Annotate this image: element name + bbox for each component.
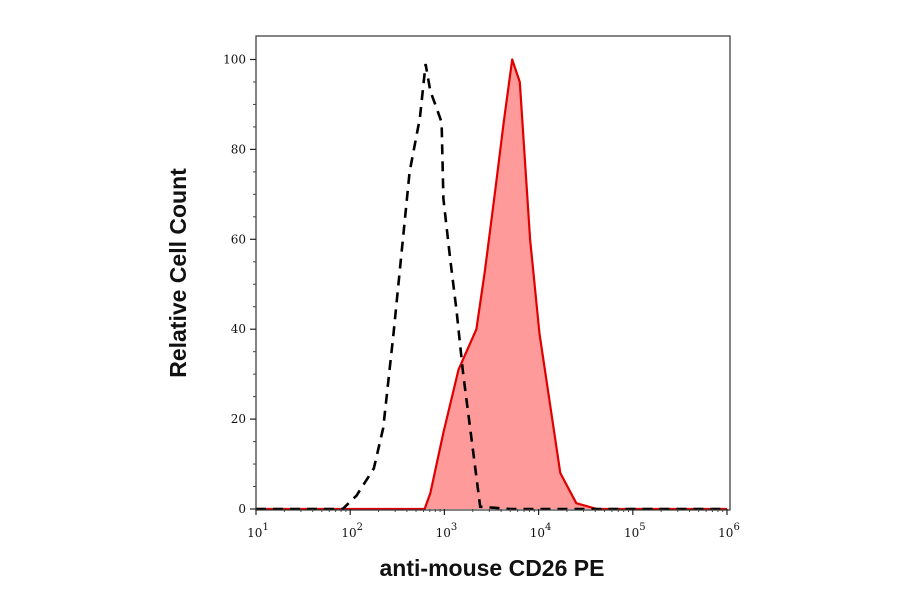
x-tick-base: 10 (341, 526, 356, 540)
x-tick-base: 10 (718, 526, 733, 540)
x-tick-label: 101 (247, 522, 269, 540)
y-axis: 0 20 40 60 80 100 (223, 53, 256, 516)
x-tick-label: 105 (624, 522, 646, 540)
x-axis: 101 102 103 104 105 106 (247, 509, 740, 540)
series-1-line (256, 58, 727, 511)
y-axis-label: Relative Cell Count (165, 168, 191, 378)
x-tick-exponent: 3 (451, 522, 457, 533)
series-1-area (256, 59, 727, 509)
x-tick-exponent: 2 (357, 522, 363, 533)
x-tick-label: 106 (718, 522, 740, 540)
plot-frame (255, 35, 731, 511)
y-tick-label: 40 (231, 322, 246, 336)
x-tick-label: 104 (530, 522, 552, 540)
x-tick-label: 102 (341, 522, 363, 540)
x-tick-base: 10 (530, 526, 545, 540)
x-tick-base: 10 (436, 526, 451, 540)
y-tick-label: 80 (231, 142, 246, 156)
x-tick-exponent: 1 (262, 522, 268, 533)
y-tick-label: 100 (223, 53, 246, 67)
y-tick-label: 20 (231, 412, 246, 426)
x-tick-exponent: 4 (545, 522, 551, 533)
x-axis-label: anti-mouse CD26 PE (380, 555, 605, 581)
x-tick-exponent: 6 (733, 522, 739, 533)
x-tick-exponent: 5 (639, 522, 645, 533)
x-tick-base: 10 (247, 526, 262, 540)
x-tick-base: 10 (624, 526, 639, 540)
series-layer (256, 58, 727, 511)
x-tick-label: 103 (436, 522, 458, 540)
y-tick-label: 0 (238, 502, 246, 516)
y-tick-label: 60 (231, 232, 246, 246)
